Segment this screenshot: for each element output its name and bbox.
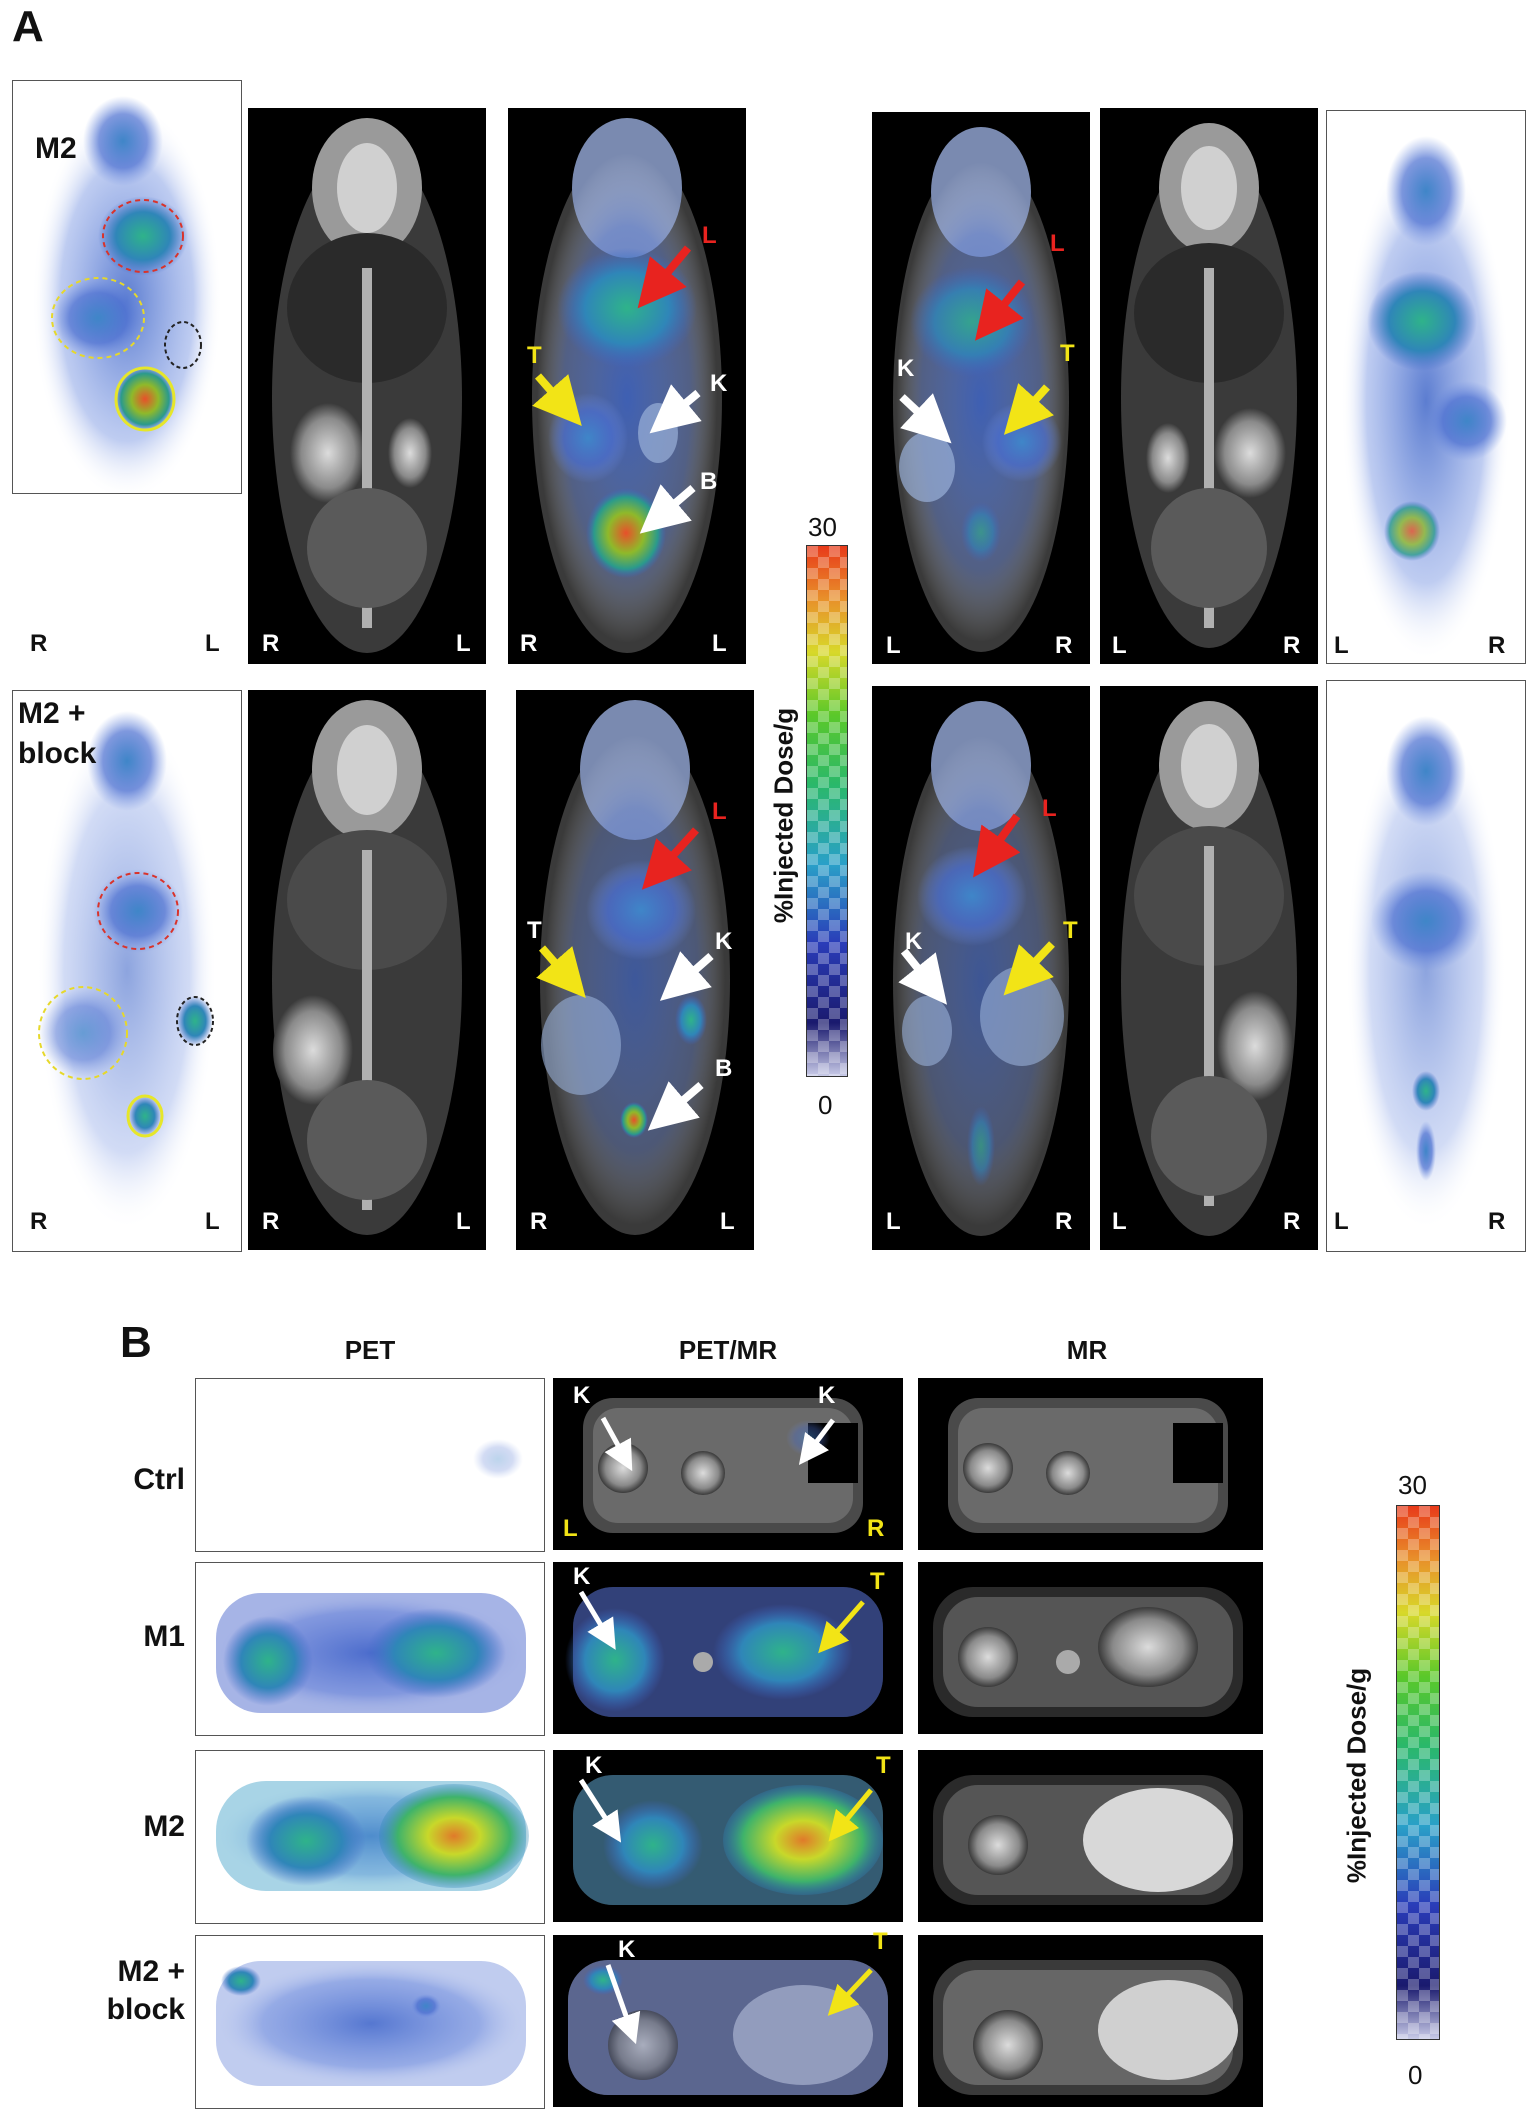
orient-r: R — [262, 630, 280, 657]
mr-axial-m1 — [918, 1562, 1263, 1734]
orient-l: L — [720, 1208, 735, 1235]
col-header-pet: PET — [344, 1335, 396, 1365]
petmr-coronal-top-right — [872, 112, 1090, 664]
pet-axial-m2 — [195, 1750, 545, 1924]
mr-axial-m2block — [918, 1935, 1263, 2107]
row-label-m2block-line2: block — [106, 1993, 185, 2026]
petmr-axial-ctrl — [553, 1378, 903, 1550]
mr-coronal-bottom-left — [248, 690, 486, 1250]
pet-mip-top-left — [12, 80, 242, 494]
arrow-bladder-label: B — [700, 468, 718, 495]
mr-coronal-top-right — [1100, 108, 1318, 664]
mr-axial-ctrl — [918, 1378, 1263, 1550]
orient-r: R — [1055, 632, 1073, 659]
mr-coronal-bottom-right — [1100, 686, 1318, 1250]
orient-r: R — [530, 1208, 548, 1235]
orient-l: L — [1112, 1208, 1127, 1235]
axial-tumor-label: T — [873, 1928, 888, 1955]
scale-a-max: 30 — [808, 512, 837, 542]
orient-r: R — [520, 630, 538, 657]
arrow-liver-label: L — [702, 222, 717, 249]
orient-r: R — [1055, 1208, 1073, 1235]
petmr-axial-m2block — [553, 1935, 903, 2107]
row-label-m1: M1 — [143, 1620, 185, 1653]
bottom-row-label-line1: M2 + — [18, 697, 86, 730]
orient-l: L — [456, 630, 471, 657]
col-header-mr: MR — [1066, 1335, 1108, 1365]
color-scale-b — [1396, 1505, 1440, 2040]
axial-kidney-label: K — [818, 1382, 836, 1409]
orient-r: R — [30, 1208, 48, 1235]
orient-l: L — [456, 1208, 471, 1235]
panel-a-letter: A — [12, 2, 44, 51]
orient-l: L — [1334, 632, 1349, 659]
top-row-label: M2 — [35, 132, 77, 165]
row-label-m2: M2 — [143, 1810, 185, 1843]
arrow-tumor-label: T — [1063, 917, 1078, 944]
scale-b-max: 30 — [1398, 1470, 1427, 1500]
pet-mip-top-right — [1326, 110, 1526, 664]
arrow-liver-label: L — [1050, 230, 1065, 257]
arrow-bladder-label: B — [715, 1055, 733, 1082]
col-header-petmr: PET/MR — [678, 1335, 778, 1365]
petmr-axial-m2 — [553, 1750, 903, 1922]
axial-kidney-label: K — [573, 1382, 591, 1409]
row-label-ctrl: Ctrl — [133, 1463, 185, 1496]
arrow-tumor-label: T — [527, 917, 542, 944]
axial-orient-l: L — [563, 1515, 578, 1542]
orient-l: L — [205, 630, 220, 657]
orient-l: L — [1334, 1208, 1349, 1235]
arrow-tumor-label: T — [1060, 340, 1075, 367]
arrow-kidney-label: K — [710, 370, 728, 397]
pet-axial-m2block — [195, 1935, 545, 2109]
orient-r: R — [1283, 632, 1301, 659]
axial-kidney-label: K — [618, 1936, 636, 1963]
color-scale-a — [806, 545, 848, 1077]
orient-r: R — [1283, 1208, 1301, 1235]
mr-coronal-top-left — [248, 108, 486, 664]
petmr-coronal-bottom-left — [516, 690, 754, 1250]
axial-kidney-label: K — [585, 1752, 603, 1779]
orient-r: R — [30, 630, 48, 657]
scale-b-min: 0 — [1408, 2060, 1423, 2090]
arrow-kidney-label: K — [905, 928, 923, 955]
arrow-tumor-label: T — [527, 342, 542, 369]
pet-axial-ctrl — [195, 1378, 545, 1552]
orient-l: L — [712, 630, 727, 657]
axial-orient-r: R — [867, 1515, 885, 1542]
orient-l: L — [205, 1208, 220, 1235]
arrow-liver-label: L — [712, 798, 727, 825]
axial-kidney-label: K — [573, 1563, 591, 1590]
arrow-liver-label: L — [1042, 795, 1057, 822]
scale-a-min: 0 — [818, 1090, 833, 1120]
orient-l: L — [1112, 632, 1127, 659]
orient-r: R — [262, 1208, 280, 1235]
scale-b-label: %Injected Dose/g — [1341, 1667, 1372, 1884]
row-label-m2block-line1: M2 + — [117, 1955, 185, 1988]
orient-l: L — [886, 1208, 901, 1235]
orient-l: L — [886, 632, 901, 659]
panel-b-letter: B — [120, 1318, 152, 1367]
pet-axial-m1 — [195, 1562, 545, 1736]
pet-mip-bottom-right — [1326, 680, 1526, 1252]
scale-a-label: %Injected Dose/g — [768, 707, 799, 924]
pet-mip-bottom-left — [12, 690, 242, 1252]
petmr-coronal-top-left — [508, 108, 746, 664]
mr-axial-m2 — [918, 1750, 1263, 1922]
orient-r: R — [1488, 1208, 1506, 1235]
axial-tumor-label: T — [870, 1568, 885, 1595]
axial-tumor-label: T — [876, 1752, 891, 1779]
orient-r: R — [1488, 632, 1506, 659]
petmr-axial-m1 — [553, 1562, 903, 1734]
bottom-row-label-line2: block — [18, 737, 97, 770]
petmr-coronal-bottom-right — [872, 686, 1090, 1250]
arrow-kidney-label: K — [715, 928, 733, 955]
arrow-kidney-label: K — [897, 355, 915, 382]
